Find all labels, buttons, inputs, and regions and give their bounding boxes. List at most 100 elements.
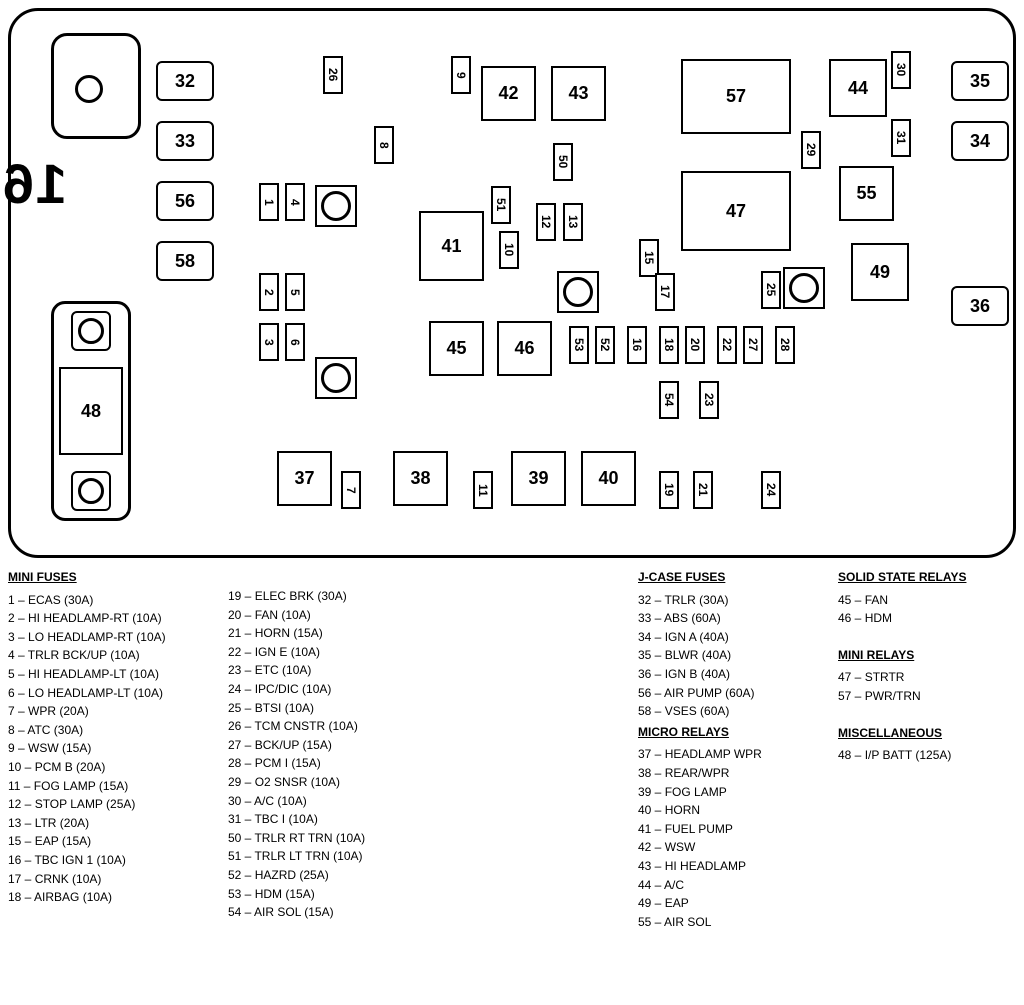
legend-item: 6 – LO HEADLAMP-LT (10A) [8, 684, 228, 703]
fuse-25: 25 [761, 271, 781, 309]
bolt-fuse-48: 48 [51, 301, 131, 521]
fuse-33: 33 [156, 121, 214, 161]
fuse-4: 4 [285, 183, 305, 221]
legend-item: 35 – BLWR (40A) [638, 646, 838, 665]
legend-item: 1 – ECAS (30A) [8, 591, 228, 610]
legend-item: 45 – FAN [838, 591, 1018, 610]
legend-item: 7 – WPR (20A) [8, 702, 228, 721]
legend: MINI FUSES 1 – ECAS (30A)2 – HI HEADLAMP… [8, 568, 1016, 931]
legend-item: 42 – WSW [638, 838, 838, 857]
fuse-11: 11 [473, 471, 493, 509]
legend-item: 24 – IPC/DIC (10A) [228, 680, 448, 699]
legend-item: 28 – PCM I (15A) [228, 754, 448, 773]
legend-header: SOLID STATE RELAYS [838, 568, 1018, 587]
legend-col-3: J-CASE FUSES32 – TRLR (30A)33 – ABS (60A… [638, 568, 838, 931]
fuse-7: 7 [341, 471, 361, 509]
legend-item: 10 – PCM B (20A) [8, 758, 228, 777]
stud-icon [321, 191, 351, 221]
legend-item: 27 – BCK/UP (15A) [228, 736, 448, 755]
fuse-19: 19 [659, 471, 679, 509]
fuse-15: 15 [639, 239, 659, 277]
stud-icon [321, 363, 351, 393]
legend-item: 52 – HAZRD (25A) [228, 866, 448, 885]
fuse-43: 43 [551, 66, 606, 121]
fuse-29: 29 [801, 131, 821, 169]
legend-item: 5 – HI HEADLAMP-LT (10A) [8, 665, 228, 684]
legend-item: 38 – REAR/WPR [638, 764, 838, 783]
fuse-41: 41 [419, 211, 484, 281]
fuse-35: 35 [951, 61, 1009, 101]
fuse-45: 45 [429, 321, 484, 376]
legend-item: 2 – HI HEADLAMP-RT (10A) [8, 609, 228, 628]
fuse-18: 18 [659, 326, 679, 364]
legend-item: 19 – ELEC BRK (30A) [228, 587, 448, 606]
legend-item: 51 – TRLR LT TRN (10A) [228, 847, 448, 866]
fuse-46: 46 [497, 321, 552, 376]
legend-item: 44 – A/C [638, 876, 838, 895]
fuse-53: 53 [569, 326, 589, 364]
legend-item: 15 – EAP (15A) [8, 832, 228, 851]
legend-col-4: SOLID STATE RELAYS45 – FAN46 – HDMMINI R… [838, 568, 1018, 931]
legend-item: 8 – ATC (30A) [8, 721, 228, 740]
bolt-icon [78, 318, 104, 344]
legend-item: 47 – STRTR [838, 668, 1018, 687]
legend-item: 50 – TRLR RT TRN (10A) [228, 829, 448, 848]
fuse-44: 44 [829, 59, 887, 117]
fuse-13: 13 [563, 203, 583, 241]
fuse-21: 21 [693, 471, 713, 509]
fuse-47: 47 [681, 171, 791, 251]
fuse-22: 22 [717, 326, 737, 364]
fuse-54: 54 [659, 381, 679, 419]
legend-item: 21 – HORN (15A) [228, 624, 448, 643]
legend-item: 40 – HORN [638, 801, 838, 820]
legend-item: 34 – IGN A (40A) [638, 628, 838, 647]
legend-item: 39 – FOG LAMP [638, 783, 838, 802]
stud-icon [75, 75, 103, 103]
fuse-27: 27 [743, 326, 763, 364]
fuse-32: 32 [156, 61, 214, 101]
legend-item: 3 – LO HEADLAMP-RT (10A) [8, 628, 228, 647]
fuse-2: 2 [259, 273, 279, 311]
fuse-55: 55 [839, 166, 894, 221]
fuse-56: 56 [156, 181, 214, 221]
legend-header: J-CASE FUSES [638, 568, 838, 587]
fuse-57: 57 [681, 59, 791, 134]
legend-header: MISCELLANEOUS [838, 724, 1018, 743]
legend-item: 23 – ETC (10A) [228, 661, 448, 680]
legend-col-2: 19 – ELEC BRK (30A)20 – FAN (10A)21 – HO… [228, 568, 448, 931]
fuse-31: 31 [891, 119, 911, 157]
legend-item: 43 – HI HEADLAMP [638, 857, 838, 876]
legend-item: 56 – AIR PUMP (60A) [638, 684, 838, 703]
legend-header: MICRO RELAYS [638, 723, 838, 742]
fuse-39: 39 [511, 451, 566, 506]
fuse-36: 36 [951, 286, 1009, 326]
fuse-17: 17 [655, 273, 675, 311]
legend-item: 32 – TRLR (30A) [638, 591, 838, 610]
legend-item: 18 – AIRBAG (10A) [8, 888, 228, 907]
fuse-12: 12 [536, 203, 556, 241]
legend-col-1: MINI FUSES 1 – ECAS (30A)2 – HI HEADLAMP… [8, 568, 228, 931]
fuse-40: 40 [581, 451, 636, 506]
fuse-38: 38 [393, 451, 448, 506]
fuse-34: 34 [951, 121, 1009, 161]
fuse-51: 51 [491, 186, 511, 224]
fuse-5: 5 [285, 273, 305, 311]
legend-item: 11 – FOG LAMP (15A) [8, 777, 228, 796]
legend-item: 48 – I/P BATT (125A) [838, 746, 1018, 765]
legend-item: 30 – A/C (10A) [228, 792, 448, 811]
legend-item: 22 – IGN E (10A) [228, 643, 448, 662]
fuse-50: 50 [553, 143, 573, 181]
stud-icon [789, 273, 819, 303]
legend-item: 55 – AIR SOL [638, 913, 838, 932]
legend-item: 57 – PWR/TRN [838, 687, 1018, 706]
bolt-fuse-body: 48 [59, 367, 123, 455]
legend-item: 20 – FAN (10A) [228, 606, 448, 625]
legend-item: 53 – HDM (15A) [228, 885, 448, 904]
legend-item: 46 – HDM [838, 609, 1018, 628]
fuse-1: 1 [259, 183, 279, 221]
fuse-58: 58 [156, 241, 214, 281]
fuse-6: 6 [285, 323, 305, 361]
legend-item: 58 – VSES (60A) [638, 702, 838, 721]
fuse-9: 9 [451, 56, 471, 94]
legend-item: 16 – TBC IGN 1 (10A) [8, 851, 228, 870]
